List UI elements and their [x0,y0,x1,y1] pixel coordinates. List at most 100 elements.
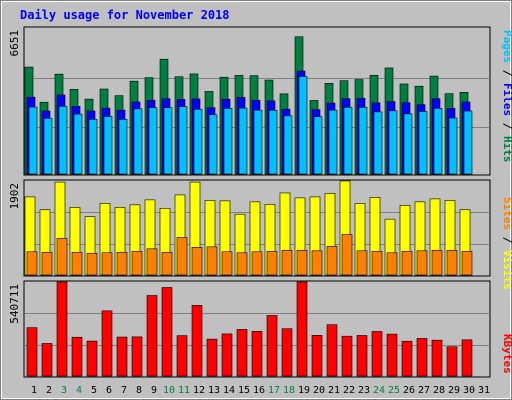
panel-kbytes [23,280,491,378]
bar-pages-day-7 [118,119,128,175]
x-tick-label-6: 6 [106,385,112,396]
bar-kbytes-day-3 [56,281,68,377]
bar-sites-day-15 [236,252,248,276]
bar-pages-day-26 [403,113,413,175]
bar-kbytes-day-29 [446,346,458,377]
bar-sites-day-19 [296,249,308,276]
legend-kbytes: KBytes [501,334,512,374]
legend-files: Files [501,83,512,116]
bar-kbytes-day-30 [461,339,473,377]
bar-sites-day-5 [86,252,98,276]
bar-kbytes-day-28 [431,339,443,377]
x-tick-label-29: 29 [448,385,460,396]
bar-pages-day-17 [268,110,278,175]
x-tick-label-30: 30 [463,385,475,396]
x-tick-label-11: 11 [178,385,190,396]
bar-kbytes-day-5 [86,340,98,377]
bar-kbytes-day-22 [341,335,353,377]
bar-kbytes-day-2 [41,343,53,377]
bar-pages-day-23 [358,106,368,175]
bar-kbytes-day-20 [311,335,323,377]
x-tick-label-21: 21 [328,385,340,396]
legend-sep-1: / [501,63,512,83]
bar-sites-day-13 [206,246,218,276]
bar-sites-day-7 [116,251,128,276]
bar-kbytes-day-19 [296,281,308,377]
bar-sites-day-8 [131,250,143,276]
bar-pages-day-16 [253,109,263,175]
bar-pages-day-3 [58,106,68,175]
bar-sites-day-23 [356,250,368,276]
bar-kbytes-day-13 [206,338,218,377]
bar-sites-day-6 [101,252,113,276]
bar-pages-day-11 [178,106,188,175]
bar-sites-day-10 [161,251,173,276]
bar-sites-day-9 [146,248,158,276]
bar-sites-day-2 [41,251,53,276]
bar-pages-day-4 [73,113,83,175]
x-tick-label-7: 7 [121,385,127,396]
x-tick-label-4: 4 [76,385,82,396]
x-tick-label-12: 12 [193,385,205,396]
bar-pages-day-29 [448,117,458,175]
bar-sites-day-12 [191,247,203,276]
legend-sites: Sites [501,197,512,230]
x-tick-label-27: 27 [418,385,430,396]
bar-sites-day-14 [221,251,233,276]
bar-sites-day-1 [26,251,38,276]
bar-kbytes-day-7 [116,336,128,377]
x-tick-label-16: 16 [253,385,265,396]
x-tick-label-13: 13 [208,385,220,396]
bar-kbytes-day-24 [371,331,383,377]
bar-kbytes-day-21 [326,324,338,377]
bar-sites-day-18 [281,249,293,276]
bar-pages-day-9 [148,107,158,175]
bar-kbytes-day-18 [281,328,293,377]
bar-kbytes-day-1 [26,327,38,377]
legend-hits: Hits [501,136,512,163]
bar-sites-day-22 [341,234,353,276]
legend-sep-2: / [501,116,512,136]
x-tick-label-14: 14 [223,385,235,396]
bar-sites-day-28 [431,249,443,276]
bar-pages-day-20 [313,116,323,175]
x-tick-label-24: 24 [373,385,385,396]
bar-sites-day-21 [326,246,338,276]
bar-sites-day-29 [446,249,458,276]
bar-pages-day-2 [43,117,53,175]
bar-pages-day-1 [28,106,38,175]
legend-pages: Pages [501,30,512,63]
bar-kbytes-day-14 [221,333,233,377]
x-tick-label-15: 15 [238,385,250,396]
x-tick-label-9: 9 [151,385,157,396]
panel-hits [23,26,491,176]
right-legend-kbytes: KBytes [501,334,512,374]
legend-visits: Visits [501,250,512,290]
bar-kbytes-day-6 [101,310,113,377]
bar-kbytes-day-12 [191,305,203,377]
bar-pages-day-15 [238,107,248,175]
x-tick-label-22: 22 [343,385,355,396]
bar-pages-day-19 [298,76,308,175]
bar-sites-day-20 [311,250,323,276]
right-legend-hits: Pages / Files / Hits [501,30,512,163]
ymax-label-hits: 6651 [8,30,21,57]
bar-pages-day-24 [373,111,383,175]
x-tick-label-10: 10 [163,385,175,396]
legend-sep-3: / [501,230,512,250]
bar-pages-day-27 [418,111,428,175]
bar-pages-day-13 [208,114,218,175]
bar-sites-day-4 [71,251,83,276]
panel-visits [23,179,491,277]
bar-sites-day-11 [176,237,188,276]
bar-sites-day-26 [401,250,413,276]
x-tick-label-2: 2 [46,385,52,396]
x-tick-label-19: 19 [298,385,310,396]
bar-pages-day-18 [283,115,293,175]
bar-kbytes-day-4 [71,336,83,377]
bar-kbytes-day-26 [401,340,413,377]
chart-title: Daily usage for November 2018 [20,8,230,22]
bar-sites-day-27 [416,250,428,276]
